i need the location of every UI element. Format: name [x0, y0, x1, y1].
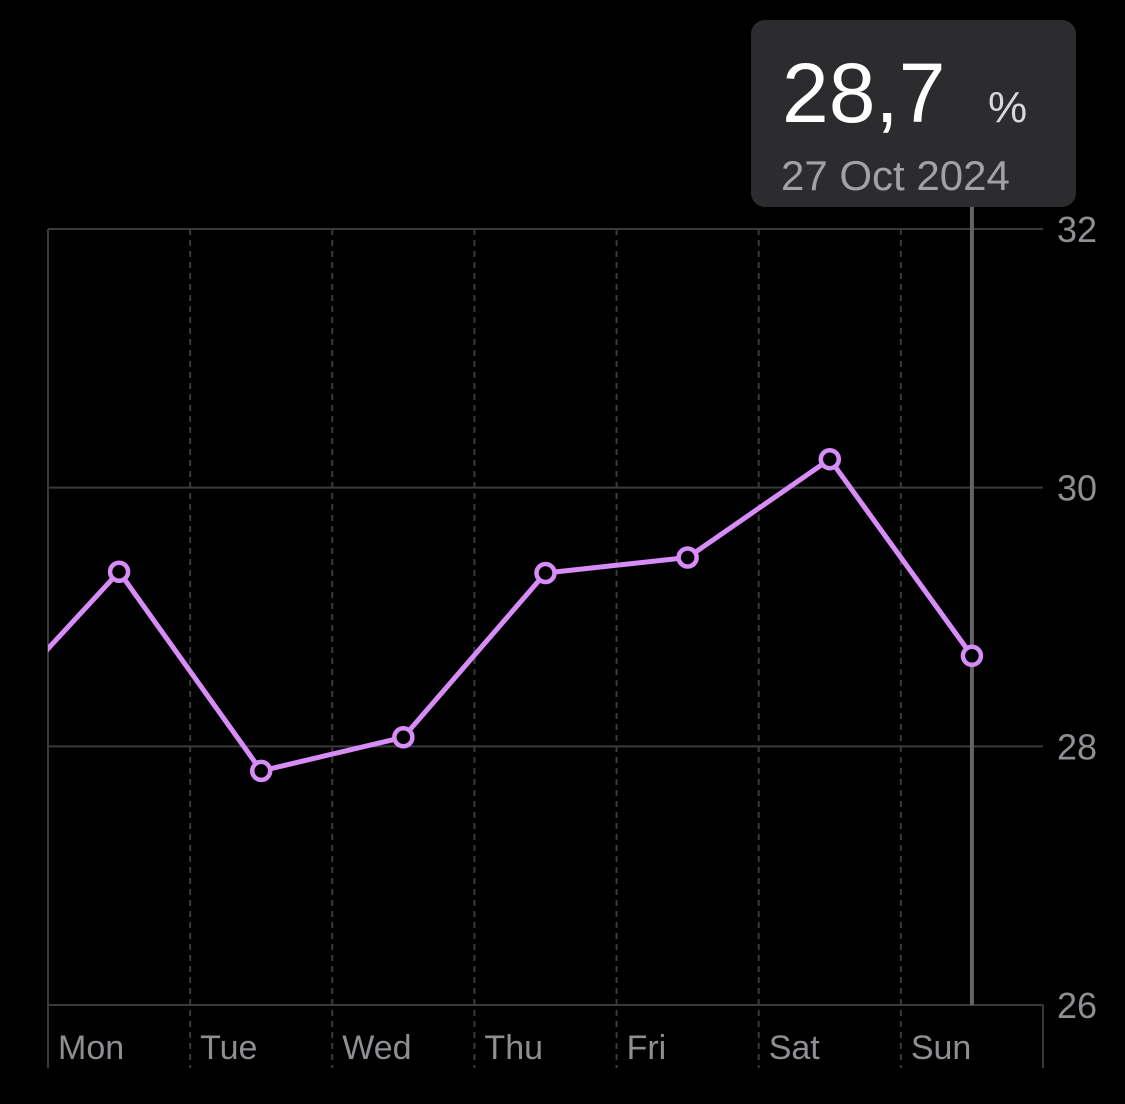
data-point	[960, 644, 984, 668]
data-point	[107, 560, 131, 583]
y-tick-label: 28	[1057, 726, 1097, 767]
y-tick-label: 32	[1057, 209, 1097, 250]
y-tick-label: 30	[1057, 468, 1097, 509]
data-point	[392, 726, 415, 749]
x-tick-label: Thu	[484, 1029, 543, 1067]
tooltip-unit: %	[988, 83, 1027, 132]
x-tick-label: Tue	[200, 1029, 257, 1067]
plot-area	[48, 447, 984, 783]
tooltip: 28,7 % 27 Oct 2024	[751, 20, 1076, 207]
labels: 26 28 30 32 Mon Tue Wed Thu Fri Sat Sun	[58, 205, 1097, 1067]
data-point	[249, 759, 273, 783]
x-tick-label: Wed	[342, 1029, 411, 1067]
data-point	[534, 561, 557, 585]
data-point	[676, 546, 699, 569]
x-tick-label: Mon	[58, 1029, 124, 1067]
tooltip-date: 27 Oct 2024	[781, 152, 1010, 199]
x-tick-label: Fri	[627, 1029, 667, 1067]
tooltip-box	[751, 20, 1076, 207]
grid	[47, 228, 1044, 1068]
data-line	[48, 456, 974, 774]
data-point	[818, 447, 842, 471]
tooltip-value: 28,7	[782, 46, 946, 140]
x-tick-label: Sun	[911, 1029, 972, 1067]
y-tick-label: 26	[1057, 985, 1097, 1026]
x-tick-label: Sat	[769, 1029, 821, 1067]
